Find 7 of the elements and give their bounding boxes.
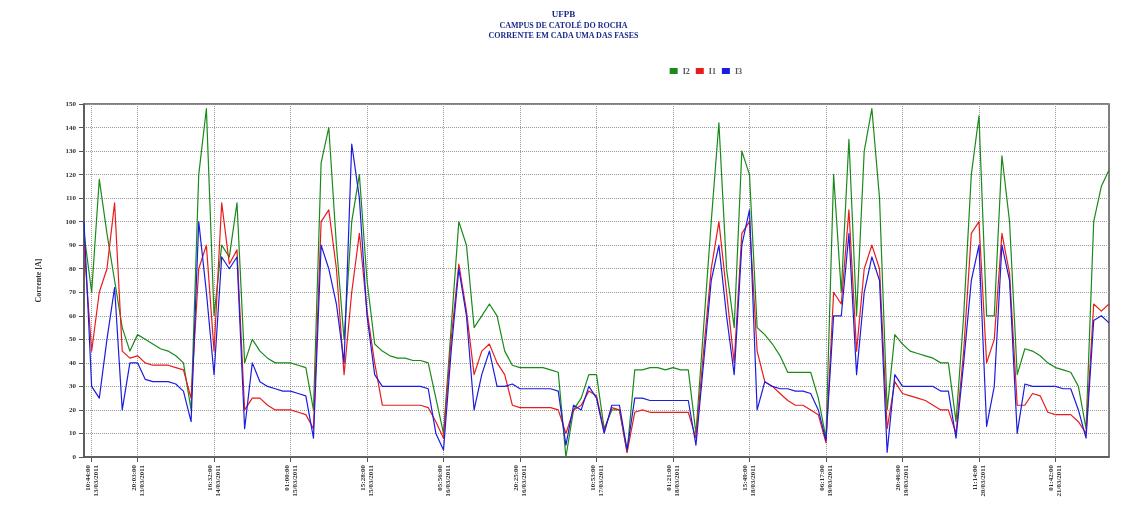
legend-label: I2 [682,66,690,76]
y-axis-title: Corrente [A] [33,258,43,303]
line-series [83,202,1110,453]
chart-title: UFPB [551,8,576,19]
legend-label: I1 [708,66,716,76]
chart-subtitle: CAMPUS DE CATOLÉ DO ROCHA CORRENTE EM CADA UMA DAS FASES [488,19,639,40]
legend-label: I3 [734,66,743,76]
